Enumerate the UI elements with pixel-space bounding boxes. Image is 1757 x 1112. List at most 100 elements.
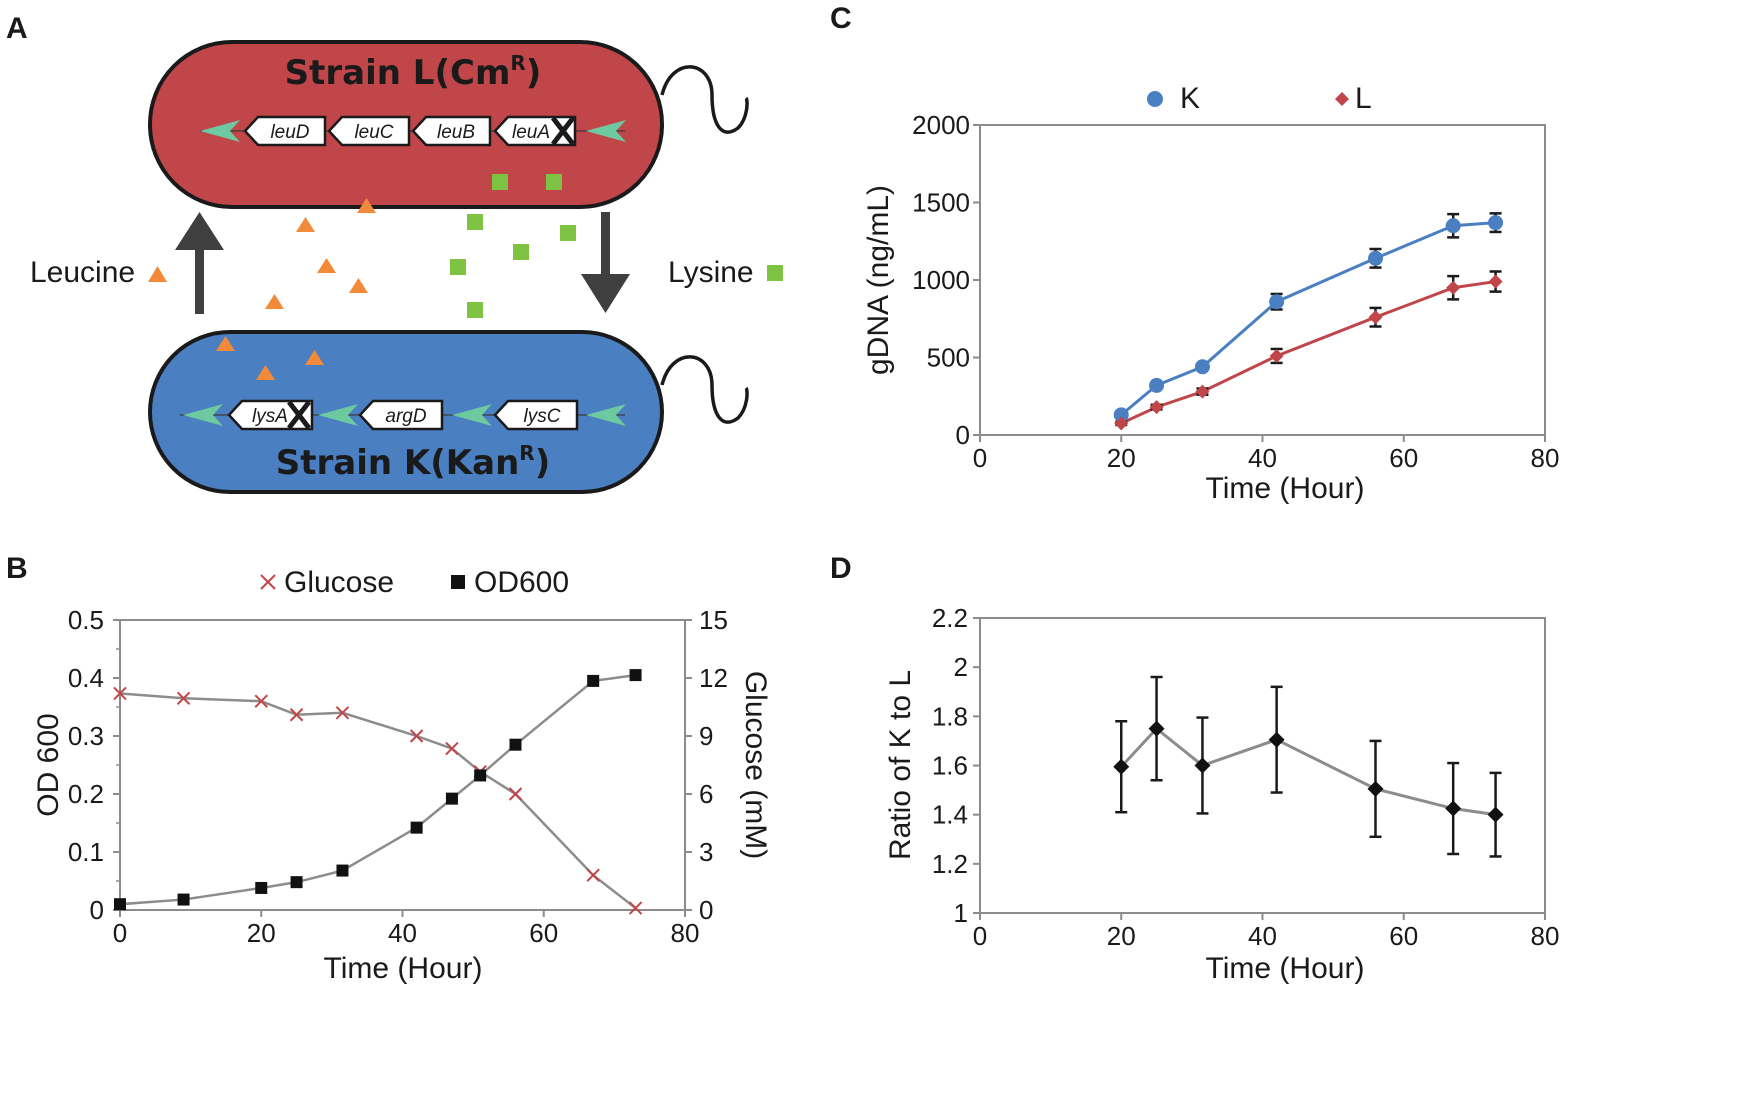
data-point — [1149, 400, 1164, 415]
x-tick-label: 20 — [247, 918, 276, 948]
y-tick-label: 2.2 — [932, 603, 968, 633]
legend-glucose: Glucose — [260, 566, 394, 599]
y-right-tick-label: 15 — [699, 605, 728, 635]
y-tick-label: 1 — [954, 898, 968, 928]
x-axis-title-b: Time (Hour) — [324, 952, 483, 985]
legend-label: L — [1355, 82, 1372, 115]
legend-label: K — [1180, 82, 1200, 115]
data-point-stroke — [113, 686, 127, 701]
data-point — [336, 864, 349, 877]
data-point — [509, 738, 522, 751]
y-tick-label: 1000 — [912, 265, 970, 295]
x-tick-label: 80 — [1531, 443, 1560, 473]
leucine-molecule — [317, 258, 336, 273]
legend-od600: OD600 — [451, 566, 569, 599]
data-point — [1269, 348, 1284, 363]
strain-l-flagellum — [660, 65, 749, 134]
data-point — [445, 741, 459, 756]
data-point — [1368, 310, 1383, 325]
data-point — [176, 691, 191, 706]
x-tick-label: 0 — [973, 443, 987, 473]
series-line-l — [1120, 280, 1496, 425]
y-right-tick-label: 12 — [699, 663, 728, 693]
axis-ticks-c: 0 20 40 60 80 0 500 1000 1500 2000 — [912, 110, 1559, 473]
y-tick-label: 1.4 — [932, 800, 968, 830]
y-tick-label: 0.4 — [68, 663, 104, 693]
x-axis-title-d: Time (Hour) — [1206, 952, 1365, 985]
data-point — [1149, 377, 1165, 393]
data-point — [335, 706, 350, 720]
panel-d-letter: D — [830, 552, 852, 585]
panel-c-letter: C — [830, 2, 852, 35]
y-right-tick-label: 6 — [699, 779, 713, 809]
y-tick-label: 2 — [954, 652, 968, 682]
data-point — [474, 769, 487, 782]
series-markers-d — [1113, 720, 1504, 823]
data-point-stroke — [335, 706, 350, 720]
gene-argD: argD — [358, 399, 444, 431]
lysine-transfer-arrow — [581, 212, 630, 313]
knockout-x-icon — [287, 400, 311, 430]
data-point — [445, 792, 458, 805]
leucine-molecules — [216, 198, 376, 380]
svg-text:lysC: lysC — [524, 406, 561, 427]
leucine-molecule — [357, 198, 376, 213]
lysine-molecule — [546, 174, 562, 190]
strain-k-promoter-arrow — [452, 404, 492, 426]
x-tick-label: 40 — [388, 918, 417, 948]
data-point — [113, 686, 127, 701]
lysine-molecule — [467, 302, 483, 318]
y-tick-label: 500 — [927, 343, 970, 373]
l-marker-icon — [1335, 92, 1349, 106]
glucose-marker-icon — [260, 574, 276, 590]
y-tick-label: 2000 — [912, 110, 970, 140]
y-axis-title-c: gDNA (ng/mL) — [862, 185, 895, 375]
data-point — [1195, 384, 1210, 399]
data-point — [586, 868, 600, 882]
strain-k-promoter-arrow — [318, 404, 358, 426]
strain-l-title: Strain L(CmR) — [285, 51, 542, 93]
leucine-molecule — [349, 278, 368, 293]
x-tick-label: 80 — [671, 918, 700, 948]
series-lines-b — [120, 673, 637, 910]
series-lines-d — [1120, 726, 1496, 817]
y-axis-title-d: Ratio of K to L — [884, 670, 917, 860]
gene-leuB: leuB — [411, 115, 492, 147]
panel-d-chart: 0 20 40 60 80 1 1.2 1.4 1.6 1.8 2 2.2 Time (Hour) R… — [884, 603, 1559, 985]
data-point — [1446, 280, 1461, 295]
lysine-molecule — [492, 174, 508, 190]
x-tick-label: 40 — [1248, 921, 1277, 951]
leucine-legend-icon — [148, 266, 167, 282]
legend-label: OD600 — [474, 566, 569, 599]
legend-k: K — [1147, 82, 1200, 115]
lysine-molecule — [513, 244, 529, 260]
y-right-tick-label: 0 — [699, 895, 713, 925]
y-tick-label: 1.2 — [932, 849, 968, 879]
svg-text:leuD: leuD — [270, 122, 309, 143]
svg-text:argD: argD — [385, 406, 426, 427]
data-point-stroke — [176, 691, 191, 706]
error-bars-d — [1115, 675, 1502, 858]
strain-k-flagellum — [660, 355, 749, 424]
panel-c-chart: K L 0 20 40 60 80 0 500 1000 1500 2000 Time (Hour… — [862, 82, 1559, 505]
data-point — [1113, 407, 1129, 423]
y-tick-label: 1500 — [912, 188, 970, 218]
data-point — [1268, 731, 1285, 748]
lysine-molecule — [467, 214, 483, 230]
data-point-stroke — [586, 868, 600, 882]
data-point-stroke — [628, 901, 643, 915]
y-tick-label: 0.1 — [68, 837, 104, 867]
plot-area-c — [979, 124, 1546, 436]
panel-b-letter: B — [6, 552, 28, 585]
data-point — [587, 674, 600, 687]
data-point — [289, 708, 304, 722]
y-axis-title-b: OD 600 — [32, 713, 65, 816]
data-point — [1114, 416, 1129, 431]
strain-k-title: Strain K(KanR) — [276, 441, 550, 483]
data-point — [628, 901, 643, 915]
legend-label: Glucose — [284, 566, 394, 599]
series-markers-b — [113, 669, 643, 915]
data-point — [1367, 780, 1384, 797]
